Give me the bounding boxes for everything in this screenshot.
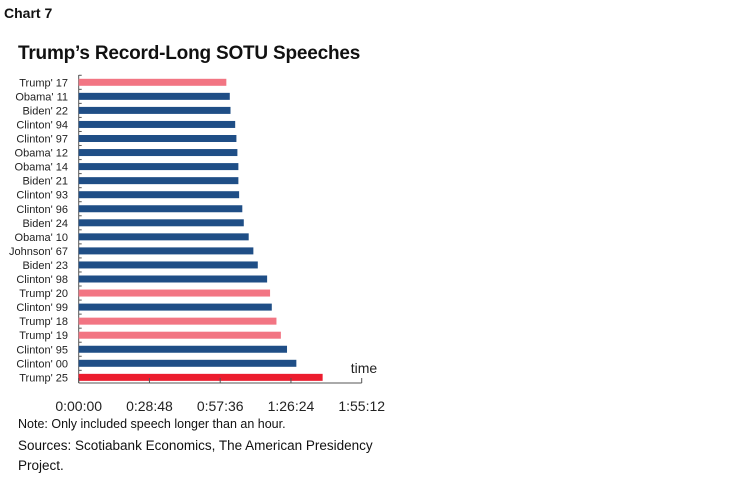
y-tick-label: Clinton' 94 xyxy=(16,119,68,131)
chart-number-label: Chart 7 xyxy=(4,5,53,21)
y-tick-label: Biden' 23 xyxy=(22,260,68,272)
bar xyxy=(78,303,272,311)
bar xyxy=(78,163,239,171)
bar xyxy=(78,177,239,185)
y-tick-label: Trump' 20 xyxy=(19,288,68,300)
chart-note: Note: Only included speech longer than a… xyxy=(18,417,286,431)
bar xyxy=(78,191,240,199)
x-tick-label: 0:28:48 xyxy=(126,398,173,414)
bar xyxy=(78,247,254,255)
bar xyxy=(78,135,237,142)
y-tick-label: Obama' 11 xyxy=(15,91,68,103)
bar xyxy=(78,261,258,269)
y-tick-label: Clinton' 96 xyxy=(16,204,68,216)
y-tick-label: Clinton' 00 xyxy=(16,358,68,370)
bar xyxy=(78,78,227,86)
y-tick-label: Biden' 22 xyxy=(22,105,68,117)
y-tick-label: Clinton' 99 xyxy=(16,302,68,314)
y-tick-label: Biden' 21 xyxy=(22,176,68,188)
x-tick-label: 0:57:36 xyxy=(197,398,244,414)
bar xyxy=(78,275,268,283)
bar xyxy=(78,106,231,114)
bar xyxy=(78,205,243,213)
bar xyxy=(78,120,236,128)
bar xyxy=(78,345,288,353)
bar xyxy=(78,233,249,241)
x-tick-label: 1:26:24 xyxy=(268,398,315,414)
chart-title: Trump’s Record-Long SOTU Speeches xyxy=(18,43,361,64)
y-tick-label: Trump' 25 xyxy=(19,372,68,384)
y-tick-label: Trump' 17 xyxy=(19,77,68,89)
y-tick-label: Obama' 14 xyxy=(15,162,68,174)
y-tick-label: Clinton' 93 xyxy=(16,190,68,202)
bar xyxy=(78,149,238,157)
y-tick-label: Clinton' 98 xyxy=(16,274,68,286)
bar xyxy=(78,359,297,367)
y-tick-label: Clinton' 95 xyxy=(16,344,68,356)
x-tick-label: 0:00:00 xyxy=(55,398,102,414)
y-tick-label: Johnson' 67 xyxy=(9,246,68,258)
bar xyxy=(78,373,323,381)
bar xyxy=(78,92,230,100)
y-tick-label: Trump' 18 xyxy=(19,316,68,328)
y-tick-label: Clinton' 97 xyxy=(16,134,68,146)
bar xyxy=(78,317,277,325)
y-tick-label: Obama' 12 xyxy=(15,148,68,160)
bar xyxy=(78,289,271,297)
bar xyxy=(78,331,281,339)
y-tick-label: Trump' 19 xyxy=(19,330,68,342)
y-tick-label: Obama' 10 xyxy=(15,232,68,244)
bar xyxy=(78,219,244,227)
chart-sources: Sources: Scotiabank Economics, The Ameri… xyxy=(18,438,373,473)
y-tick-label: Biden' 24 xyxy=(22,218,68,230)
x-axis-label: time xyxy=(351,360,378,376)
x-tick-label: 1:55:12 xyxy=(338,398,385,414)
